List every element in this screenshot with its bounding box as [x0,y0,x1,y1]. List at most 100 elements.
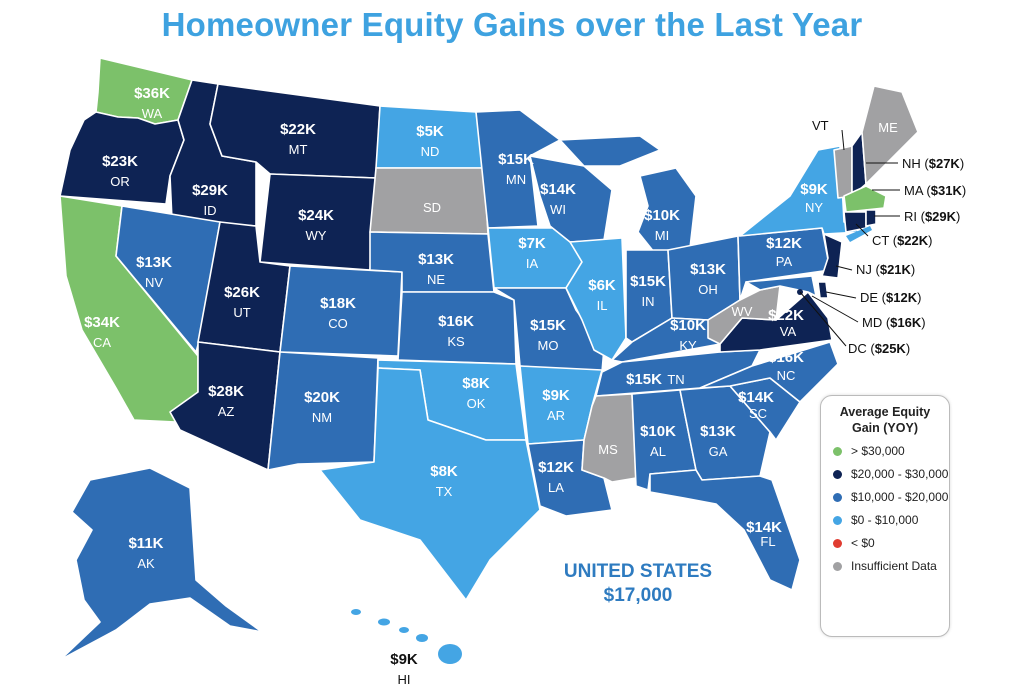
label-ar-abbr: AR [547,408,565,423]
legend-item-20k-30k: $20,000 - $30,000 [833,467,949,482]
callout-md-abbr: MD [862,315,882,330]
legend-title: Average Equity Gain (YOY) [821,404,949,436]
legend-item-over-30k: > $30,000 [833,444,949,459]
label-ut-abbr: UT [233,305,250,320]
label-ar-amount: $9K [542,387,570,404]
legend-dot-icon [833,539,842,548]
label-ms-abbr: MS [598,442,618,457]
legend-dot-icon [833,447,842,456]
state-de[interactable] [817,281,829,299]
svg-text:CT ($22K): CT ($22K) [872,233,932,248]
legend-dot-icon [833,493,842,502]
state-hi[interactable] [351,609,462,664]
state-nj[interactable] [821,233,843,279]
callout-de-amount: $12K [886,290,918,305]
label-ks-abbr: KS [447,334,465,349]
state-md[interactable] [745,275,817,297]
label-nc-abbr: NC [777,368,796,383]
legend-dot-icon [833,470,842,479]
label-wv-abbr: WV [732,304,753,319]
label-or-amount: $23K [102,153,138,170]
map-title: Homeowner Equity Gains over the Last Yea… [161,6,863,43]
label-pa-amount: $12K [766,235,802,252]
state-vt[interactable] [833,145,853,199]
state-nm[interactable] [267,351,379,471]
label-mo-amount: $15K [530,317,566,334]
label-wy-amount: $24K [298,207,334,224]
label-oh-amount: $13K [690,261,726,278]
label-wa-abbr: WA [142,106,163,121]
label-tx-amount: $8K [430,463,458,480]
state-ma[interactable] [843,185,887,213]
label-in-amount: $15K [630,273,666,290]
svg-text:NJ ($21K): NJ ($21K) [856,262,915,277]
callout-lines [799,129,900,347]
callout-ri-abbr: RI [904,209,917,224]
label-va-amount: $22K [768,307,804,324]
label-nv-abbr: NV [145,275,163,290]
svg-text:RI ($29K): RI ($29K) [904,209,960,224]
label-hi-abbr: HI [398,672,411,687]
label-az-abbr: AZ [218,404,235,419]
legend-title-line2: Gain (YOY) [852,421,918,435]
label-ok-abbr: OK [467,396,486,411]
us-total-label: UNITED STATES [563,561,713,582]
label-il-amount: $6K [588,277,616,294]
state-ri[interactable] [865,209,877,227]
state-mi-up[interactable] [559,135,661,167]
callout-md-amount: $16K [890,315,922,330]
label-mn-abbr: MN [506,172,526,187]
label-sc-amount: $14K [738,389,774,406]
label-id-amount: $29K [192,182,228,199]
state-nc[interactable] [699,341,839,403]
state-ny[interactable] [739,145,861,237]
label-ny-abbr: NY [805,200,823,215]
label-mi-abbr: MI [655,228,669,243]
legend-item-0-10k: $0 - $10,000 [833,513,949,528]
callout-dc-abbr: DC [848,341,867,356]
label-mo-abbr: MO [538,338,559,353]
label-tn-amount: $15K [626,371,662,388]
label-la-amount: $12K [538,459,574,476]
label-mt-abbr: MT [289,142,308,157]
label-ne-abbr: NE [427,272,445,287]
label-oh-abbr: OH [698,282,718,297]
state-fl[interactable] [649,469,801,591]
long-island [846,226,872,242]
label-sc-abbr: SC [749,406,767,421]
state-tx[interactable] [319,367,541,601]
state-me[interactable] [861,85,919,185]
callout-de-abbr: DE [860,290,878,305]
state-labels: $36K WA $23K OR $34K CA $29K ID $13K NV … [84,85,898,687]
state-ak[interactable] [59,467,263,661]
state-il[interactable] [565,237,627,361]
legend-label: $10,000 - $20,000 [851,490,949,504]
label-ky-abbr: KY [679,338,697,353]
label-ky-amount: $10K [670,317,706,334]
label-ak-abbr: AK [137,556,155,571]
label-fl-amount: $14K [746,519,782,536]
label-va-abbr: VA [780,324,797,339]
state-ct[interactable] [843,211,867,233]
svg-text:DC ($25K): DC ($25K) [848,341,910,356]
callout-vt: VT [812,118,829,133]
callout-nh-amount: $27K [929,156,961,171]
callout-ct-abbr: CT [872,233,889,248]
label-il-abbr: IL [597,298,608,313]
label-wy-abbr: WY [306,228,327,243]
legend-label: Insufficient Data [851,559,937,573]
label-nm-amount: $20K [304,389,340,406]
label-ga-abbr: GA [709,444,728,459]
label-ia-abbr: IA [526,256,539,271]
callout-nh-abbr: NH [902,156,921,171]
label-me-abbr: ME [878,120,898,135]
state-ks[interactable] [397,291,517,365]
state-wv[interactable] [707,285,781,345]
label-al-abbr: AL [650,444,666,459]
label-pa-abbr: PA [776,254,793,269]
legend-item-10k-20k: $10,000 - $20,000 [833,490,949,505]
us-total: UNITED STATES $17,000 [548,560,728,608]
label-nd-amount: $5K [416,123,444,140]
svg-text:MA ($31K): MA ($31K) [904,183,966,198]
label-mi-amount: $10K [644,207,680,224]
